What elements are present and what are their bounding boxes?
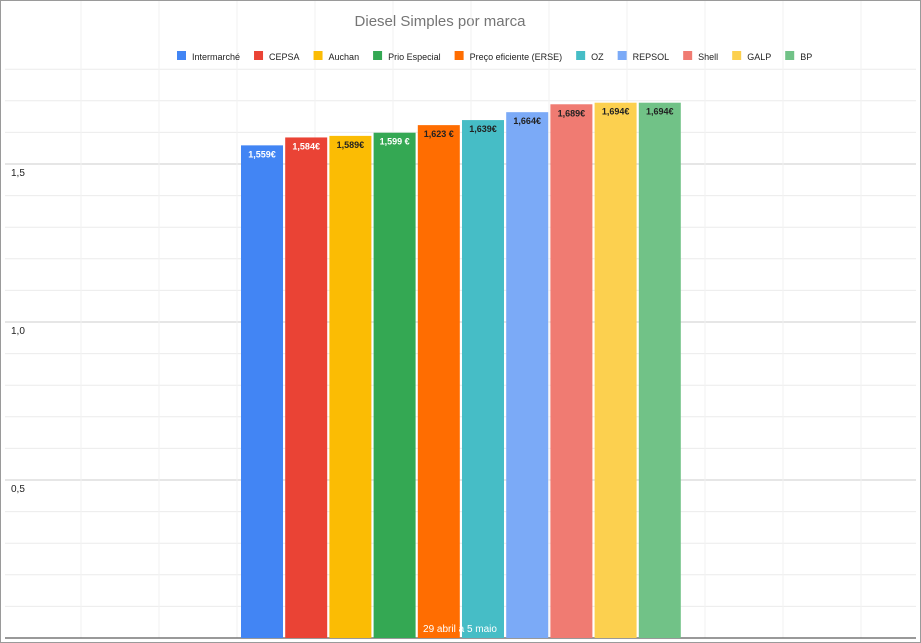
legend-swatch — [254, 51, 264, 60]
legend-swatch — [617, 51, 627, 60]
legend-swatch — [177, 51, 186, 60]
bar-data-label: 1,664€ — [513, 116, 541, 126]
legend-item: Shell — [683, 51, 718, 62]
bar-data-label: 1,694€ — [602, 107, 630, 117]
bar — [550, 104, 593, 638]
chart-title: Diesel Simples por marca — [355, 13, 527, 30]
legend-swatch — [373, 51, 383, 60]
legend-label: Shell — [698, 52, 718, 62]
data-labels: 1,559€ 1,584€ 1,589€ 1,599 € 1,623 € 1,639€ 1,… — [248, 107, 673, 160]
bar-data-label: 1,694€ — [646, 107, 674, 117]
legend: Intermarché CEPSA Auchan Prio Especial Preço… — [177, 51, 812, 62]
bar-data-label: 1,584€ — [292, 141, 320, 151]
bar-data-label: 1,689€ — [558, 108, 586, 118]
legend-item: REPSOL — [617, 51, 670, 62]
bar-data-label: 1,559€ — [248, 149, 276, 159]
x-tick-label: 29 abril a 5 maio — [423, 624, 497, 635]
y-tick-label: 1,5 — [11, 168, 25, 179]
legend-label: Preço eficiente (ERSE) — [470, 52, 563, 62]
bar — [285, 137, 328, 638]
grid — [5, 1, 916, 639]
legend-label: GALP — [747, 52, 771, 62]
bar — [638, 102, 681, 639]
legend-item: CEPSA — [254, 51, 300, 62]
legend-item: Auchan — [313, 51, 360, 62]
legend-swatch — [785, 51, 795, 60]
legend-item: BP — [785, 51, 812, 62]
legend-label: CEPSA — [269, 52, 300, 62]
bar — [417, 125, 460, 638]
legend-swatch — [576, 51, 586, 60]
legend-label: OZ — [591, 52, 604, 62]
bar-data-label: 1,623 € — [424, 129, 454, 139]
legend-label: Auchan — [329, 52, 360, 62]
legend-item: Preço eficiente (ERSE) — [454, 51, 563, 62]
legend-label: Intermarché — [192, 52, 240, 62]
bar — [594, 102, 637, 639]
legend-item: OZ — [576, 51, 604, 62]
legend-item: GALP — [732, 51, 771, 62]
bar — [373, 132, 416, 638]
y-axis: 0,5 1,0 1,5 — [11, 168, 25, 495]
bar — [462, 120, 504, 639]
bar-data-label: 1,599 € — [380, 137, 410, 147]
legend-swatch — [732, 51, 742, 60]
bar-data-label: 1,589€ — [337, 140, 365, 150]
bar — [506, 112, 549, 638]
legend-label: REPSOL — [633, 52, 670, 62]
legend-item: Intermarché — [177, 51, 240, 62]
bars — [241, 102, 681, 639]
bar — [329, 135, 372, 638]
legend-swatch — [683, 51, 693, 60]
y-tick-label: 0,5 — [11, 484, 25, 495]
bar — [241, 145, 283, 638]
legend-swatch — [313, 51, 323, 60]
legend-label: Prio Especial — [388, 52, 441, 62]
legend-label: BP — [800, 52, 812, 62]
legend-swatch — [454, 51, 464, 60]
y-tick-label: 1,0 — [11, 326, 25, 337]
legend-item: Prio Especial — [373, 51, 441, 62]
bar-data-label: 1,639€ — [469, 124, 497, 134]
